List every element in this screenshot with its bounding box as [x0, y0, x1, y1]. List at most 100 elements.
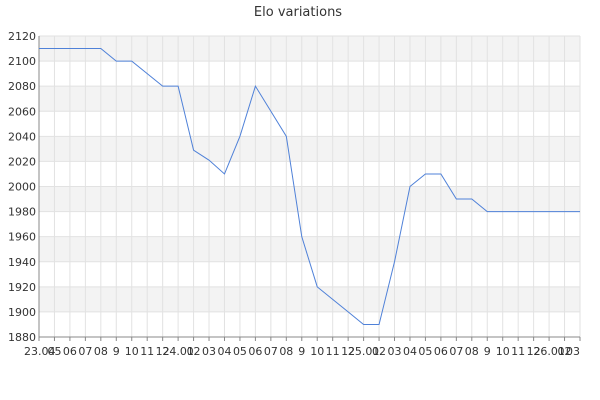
- data-point: [255, 85, 257, 87]
- data-point: [224, 173, 226, 175]
- background-band: [39, 36, 580, 62]
- background-band: [39, 86, 580, 112]
- y-tick-label: 2000: [8, 181, 36, 194]
- x-tick-label: 05: [418, 345, 432, 358]
- x-tick-label: 07: [264, 345, 278, 358]
- x-tick-label: 11: [140, 345, 154, 358]
- y-tick-label: 2120: [8, 30, 36, 43]
- x-tick-label: 02: [558, 345, 572, 358]
- x-tick-label: 02: [372, 345, 386, 358]
- background-band: [39, 111, 580, 137]
- x-tick-label: 04: [403, 345, 417, 358]
- y-tick-label: 1980: [8, 206, 36, 219]
- series-line: [39, 48, 580, 325]
- data-point: [332, 299, 334, 301]
- x-tick-label: 07: [449, 345, 463, 358]
- x-tick-label: 08: [279, 345, 293, 358]
- data-point: [502, 211, 504, 213]
- data-point: [316, 286, 318, 288]
- y-tick-label: 2060: [8, 105, 36, 118]
- x-tick-label: 04: [217, 345, 231, 358]
- grid-lines: [38, 35, 581, 338]
- data-point: [564, 211, 566, 213]
- x-tick-label: 12: [156, 345, 170, 358]
- data-point: [146, 73, 148, 75]
- data-point: [177, 85, 179, 87]
- x-tick-label: 10: [496, 345, 510, 358]
- data-point: [517, 211, 519, 213]
- data-point: [394, 261, 396, 263]
- background-band: [39, 186, 580, 212]
- y-tick-label: 1920: [8, 281, 36, 294]
- data-point: [533, 211, 535, 213]
- data-point: [425, 173, 427, 175]
- data-point: [69, 48, 71, 50]
- x-tick-label: 08: [94, 345, 108, 358]
- x-tick-label: 03: [202, 345, 216, 358]
- data-point: [193, 149, 195, 151]
- x-tick-label: 03: [566, 345, 580, 358]
- x-tick-label: 06: [248, 345, 262, 358]
- y-tick-label: 1880: [8, 331, 36, 344]
- axes: [38, 36, 581, 341]
- data-point: [471, 198, 473, 200]
- data-point: [409, 186, 411, 188]
- x-tick-label: 12: [341, 345, 355, 358]
- data-point: [347, 311, 349, 313]
- background-band: [39, 286, 580, 312]
- data-point: [131, 60, 133, 62]
- x-tick-label: 10: [310, 345, 324, 358]
- x-tick-label: 11: [326, 345, 340, 358]
- x-tick-label: 03: [388, 345, 402, 358]
- y-tick-labels: 1880 1900 1920 1940 1960 1980 2000 2020 2040 2060…: [8, 30, 36, 344]
- y-tick-label: 2040: [8, 130, 36, 143]
- background-band: [39, 136, 580, 162]
- series-layer: [39, 48, 581, 326]
- data-point: [486, 211, 488, 213]
- x-tick-label: 25.01: [348, 345, 380, 358]
- x-tick-label: 07: [78, 345, 92, 358]
- x-tick-label: 06: [434, 345, 448, 358]
- x-tick-label: 10: [125, 345, 139, 358]
- data-point: [579, 211, 581, 213]
- x-tick-label: 06: [63, 345, 77, 358]
- data-point: [100, 48, 102, 50]
- data-point: [208, 159, 210, 161]
- x-tick-label: 24.01: [162, 345, 194, 358]
- x-tick-label: 08: [465, 345, 479, 358]
- background-band: [39, 61, 580, 87]
- x-tick-label: 02: [187, 345, 201, 358]
- background-band: [39, 311, 580, 337]
- x-tick-label: 23.04: [24, 345, 56, 358]
- y-tick-label: 2080: [8, 80, 36, 93]
- data-point: [456, 198, 458, 200]
- chart-title: Elo variations: [254, 5, 342, 20]
- data-point: [378, 324, 380, 326]
- x-tick-label: 26.01: [533, 345, 565, 358]
- x-tick-label: 12: [527, 345, 541, 358]
- y-tick-label: 1940: [8, 256, 36, 269]
- data-point: [301, 236, 303, 238]
- data-point: [85, 48, 87, 50]
- data-point: [548, 211, 550, 213]
- background-bands: [39, 36, 580, 337]
- data-point: [54, 48, 56, 50]
- background-band: [39, 261, 580, 287]
- data-point: [286, 136, 288, 138]
- background-band: [39, 236, 580, 262]
- background-band: [39, 211, 580, 237]
- y-tick-label: 2020: [8, 155, 36, 168]
- data-point: [239, 136, 241, 138]
- data-point: [363, 324, 365, 326]
- x-tick-label: 9: [298, 345, 305, 358]
- y-tick-label: 1960: [8, 231, 36, 244]
- y-tick-label: 2100: [8, 55, 36, 68]
- data-point: [440, 173, 442, 175]
- x-tick-label: 9: [113, 345, 120, 358]
- y-tick-label: 1900: [8, 306, 36, 319]
- background-band: [39, 161, 580, 187]
- x-tick-label: 05: [233, 345, 247, 358]
- data-point: [115, 60, 117, 62]
